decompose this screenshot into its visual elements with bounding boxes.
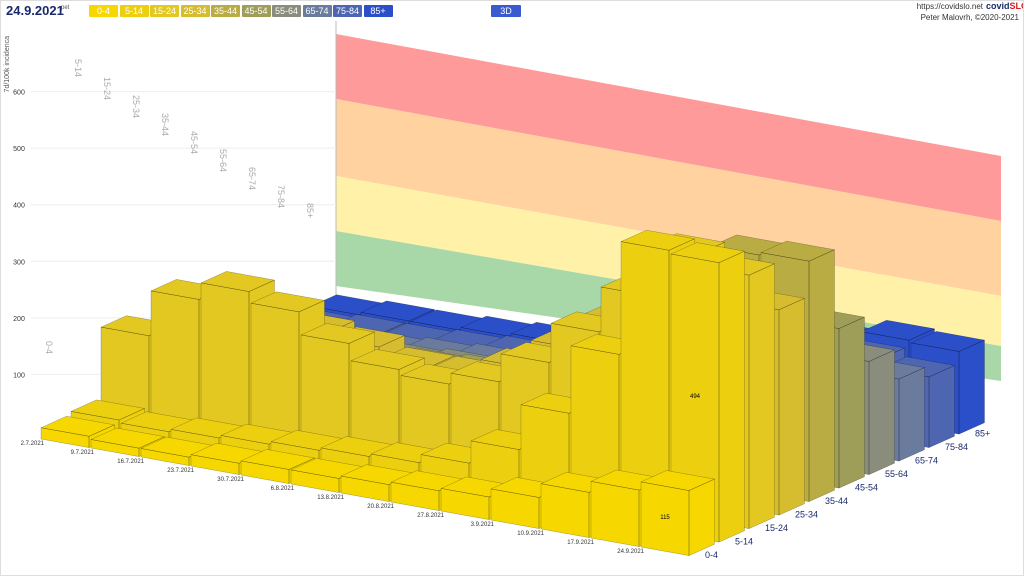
band-red: [336, 34, 1001, 221]
legend-entry[interactable]: 35-44: [211, 5, 240, 17]
legend-entry[interactable]: 5-14: [119, 5, 149, 17]
brand-prefix: covid: [986, 1, 1010, 11]
legend-entry[interactable]: 25-34: [180, 5, 210, 17]
bar: [670, 242, 746, 543]
y-tick-label: 200: [13, 316, 25, 323]
legend-entry[interactable]: 15-24: [150, 5, 179, 17]
y-tick-label: 600: [13, 90, 25, 97]
x-tick-label: 23.7.2021: [167, 468, 194, 474]
wall-label: 35-44: [160, 113, 170, 136]
view-button[interactable]: 3D: [491, 5, 521, 17]
depth-label: 65-74: [915, 456, 938, 466]
wall-label: 15-24: [102, 77, 112, 100]
depth-label: 45-54: [855, 483, 878, 493]
x-tick-label: 20.8.2021: [367, 504, 394, 510]
x-tick-label: 13.8.2021: [317, 495, 344, 501]
depth-label: 15-24: [765, 523, 788, 533]
depth-label: 25-34: [795, 510, 818, 520]
weekday: pet: [61, 5, 70, 11]
x-tick-label: 30.7.2021: [217, 477, 244, 483]
x-tick-label: 16.7.2021: [117, 459, 144, 465]
value-label: 494: [690, 394, 701, 400]
wall-label: 55-64: [218, 149, 228, 172]
depth-label: 5-14: [735, 537, 753, 547]
wall-label: 45-54: [189, 131, 199, 154]
y-tick-label: 300: [13, 259, 25, 266]
author: Peter Malovrh, ©2020-2021: [921, 13, 1020, 22]
legend-entry[interactable]: 55-64: [272, 5, 301, 17]
x-tick-label: 10.9.2021: [517, 531, 544, 537]
brand: covidSLO: [986, 1, 1023, 11]
wall-label: 0-4: [44, 341, 54, 354]
y-label: 7d/100k incidenca: [4, 36, 11, 93]
depth-label: 35-44: [825, 496, 848, 506]
depth-label: 85+: [975, 429, 990, 439]
value-label: 115: [660, 515, 670, 521]
brand-suffix: SLO: [1010, 1, 1023, 11]
wall-label: 25-34: [131, 95, 141, 118]
wall-label: 85+: [305, 203, 315, 218]
x-tick-label: 24.9.2021: [617, 549, 644, 555]
legend-entry[interactable]: 0-4: [89, 5, 118, 17]
wall-label: 5-14: [73, 59, 83, 77]
x-tick-label: 6.8.2021: [271, 486, 295, 492]
y-tick-label: 400: [13, 203, 25, 210]
depth-label: 55-64: [885, 469, 908, 479]
wall-label: 75-84: [276, 185, 286, 208]
band-orange: [336, 99, 1001, 296]
bar: [640, 470, 716, 556]
y-tick-label: 100: [13, 372, 25, 379]
legend-entry[interactable]: 65-74: [302, 5, 332, 17]
x-tick-label: 27.8.2021: [417, 513, 444, 519]
x-tick-label: 2.7.2021: [21, 441, 45, 447]
depth-label: 0-4: [705, 550, 718, 560]
wall-label: 65-74: [247, 167, 257, 190]
legend-entry[interactable]: 85+: [363, 5, 393, 17]
site: https://covidslo.net: [917, 2, 984, 11]
legend-entry[interactable]: 45-54: [241, 5, 271, 17]
x-tick-label: 17.9.2021: [567, 540, 594, 546]
y-tick-label: 500: [13, 146, 25, 153]
date: 24.9.2021: [6, 3, 64, 18]
x-tick-label: 9.7.2021: [71, 450, 95, 456]
depth-label: 75-84: [945, 442, 968, 452]
legend-entry[interactable]: 75-84: [333, 5, 362, 17]
x-tick-label: 3.9.2021: [471, 522, 495, 528]
